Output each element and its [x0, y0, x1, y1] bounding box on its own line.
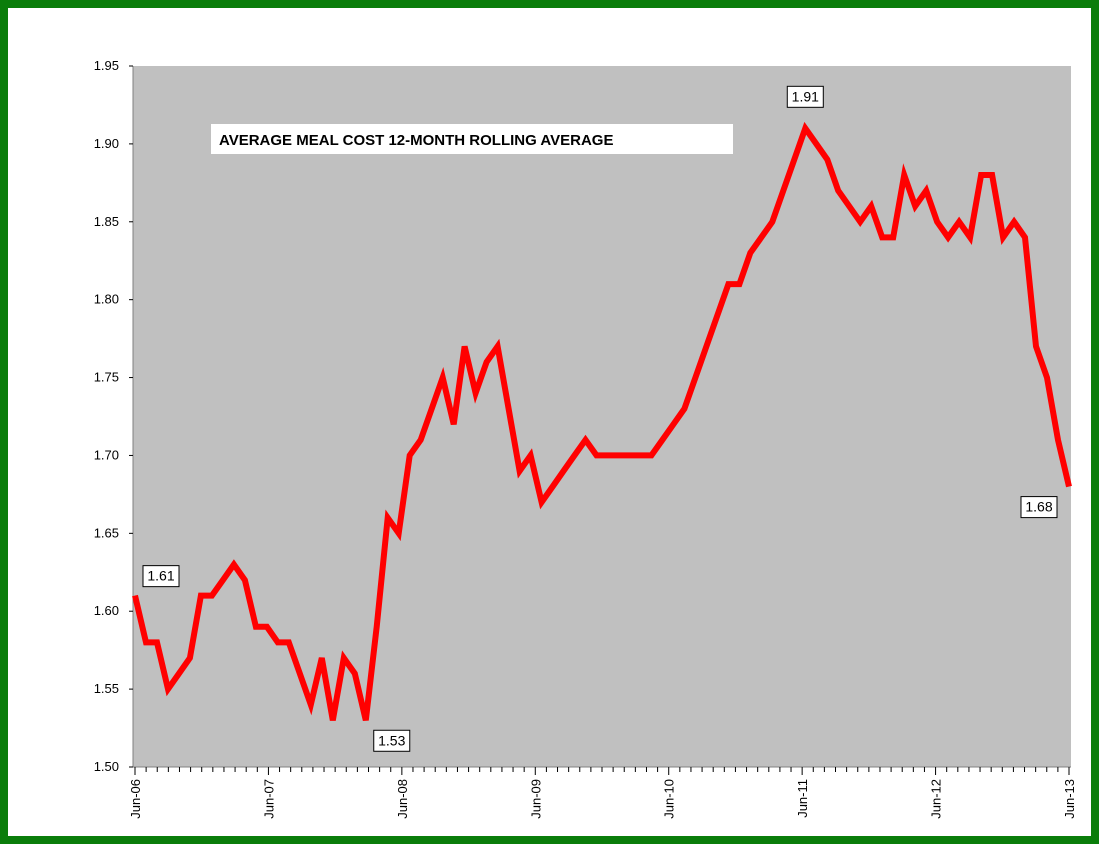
x-tick-label: Jun-06: [128, 779, 143, 819]
callout-group: 1.61 1.53 1.91 1.68: [142, 85, 1058, 752]
y-tick-label: 1.90: [94, 136, 119, 151]
chart-svg: 1.50 1.55 1.60 1.65 1.70 1.75 1.80 1.85 1.90 1.95…: [94, 58, 1077, 819]
callout-box: [373, 729, 411, 752]
callout-box: [1020, 496, 1058, 519]
x-tick-label: Jun-12: [929, 779, 944, 819]
chart-title-box: [211, 124, 733, 154]
x-tick-label: Jun-11: [795, 779, 810, 818]
y-tick-label: 1.55: [94, 681, 119, 696]
chart-title: AVERAGE MEAL COST 12-MONTH ROLLING AVERA…: [219, 132, 613, 149]
y-tick-label: 1.75: [94, 370, 119, 385]
x-tick-label: Jun-10: [662, 779, 677, 819]
callout-label: 1.68: [1025, 499, 1052, 515]
y-tick-label: 1.50: [94, 759, 119, 774]
y-tick-label: 1.95: [94, 58, 119, 73]
y-tick-label: 1.80: [94, 292, 119, 307]
callout-label: 1.91: [792, 88, 819, 104]
callout-box: [142, 565, 180, 588]
x-tick-label: Jun-07: [261, 779, 276, 819]
callout-label: 1.61: [147, 568, 174, 584]
plot-area: [133, 66, 1071, 767]
y-tick-label: 1.70: [94, 447, 119, 462]
series-line: [132, 121, 1072, 721]
x-tick-label: Jun-09: [528, 779, 543, 819]
y-tick-label: 1.85: [94, 214, 119, 229]
callout-label: 1.53: [378, 732, 405, 748]
x-tick-label: Jun-08: [395, 779, 410, 819]
callout-box: [786, 85, 824, 108]
x-tick-label: Jun-13: [1062, 779, 1077, 819]
chart-title-group: AVERAGE MEAL COST 12-MONTH ROLLING AVERA…: [211, 124, 733, 154]
series-group: [132, 121, 1072, 721]
y-tick-label: 1.60: [94, 603, 119, 618]
y-tick-label: 1.65: [94, 525, 119, 540]
axes-group: 1.50 1.55 1.60 1.65 1.70 1.75 1.80 1.85 1.90 1.95…: [94, 58, 1077, 819]
